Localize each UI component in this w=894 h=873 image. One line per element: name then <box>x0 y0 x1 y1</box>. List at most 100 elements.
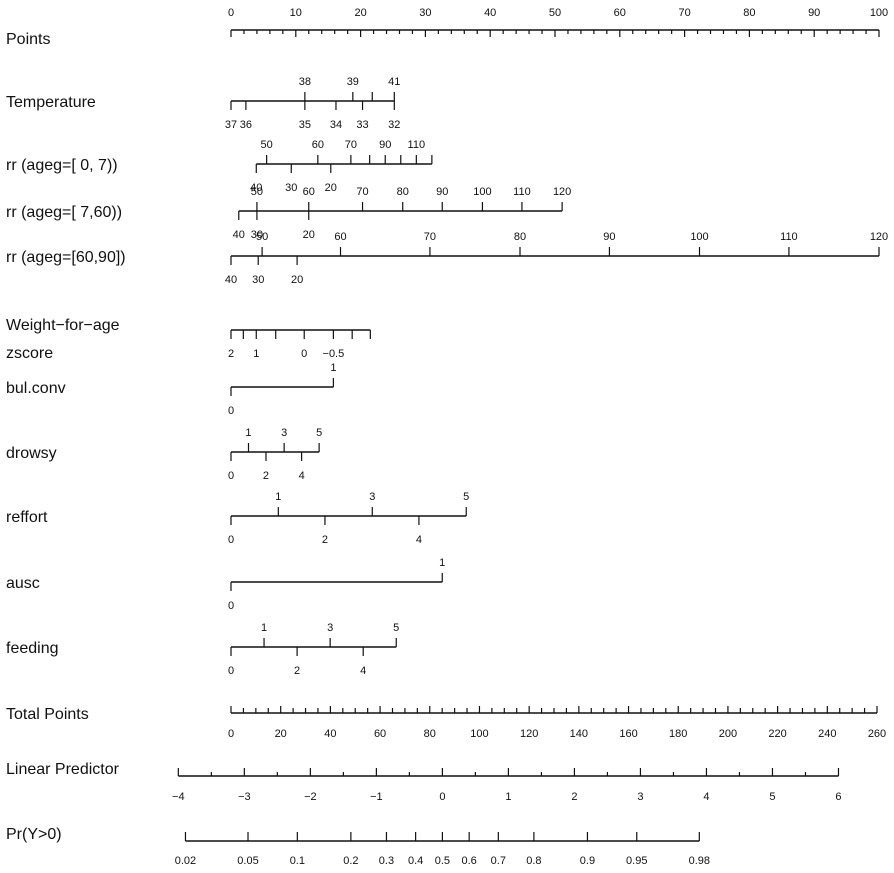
tick-label-rr_age_0_7: 70 <box>345 139 357 151</box>
tick-label-rr_age_60_90: 40 <box>225 274 237 286</box>
tick-label-rr_age_7_60: 40 <box>233 229 245 241</box>
tick-label-ausc: 0 <box>228 600 234 612</box>
points-tick-label: 30 <box>419 7 431 19</box>
tick-label-rr_age_0_7: 80 <box>377 139 389 151</box>
points-tick-label: 100 <box>870 7 888 19</box>
tick-label-rr_age_60_90: 80 <box>514 231 526 243</box>
row-label-ausc: ausc <box>6 575 40 592</box>
tick-label-weight_for_age: 1 <box>253 348 259 360</box>
total-points-tick-label: 160 <box>619 728 637 740</box>
tick-label-rr_age_60_90: 20 <box>291 274 303 286</box>
tick-label-temperature: 36 <box>240 119 252 131</box>
tick-label-rr_age_7_60: 20 <box>303 229 315 241</box>
total-points-tick-label: 0 <box>228 728 234 740</box>
tick-label-reffort: 1 <box>275 491 281 503</box>
tick-label-temperature: 41 <box>388 76 400 88</box>
tick-label-rr_age_0_7: 20 <box>325 182 337 194</box>
tick-label-temperature: 32 <box>388 119 400 131</box>
tick-label-weight_for_age: 0 <box>301 348 307 360</box>
tick-label-bul_conv: 0 <box>228 405 234 417</box>
tick-label-rr_age_7_60: 100 <box>473 186 491 198</box>
tick-label-feeding: 2 <box>294 665 300 677</box>
probability-tick-label: 0.95 <box>626 855 647 867</box>
tick-label-drowsy: 5 <box>316 427 322 439</box>
tick-label-reffort: 5 <box>463 491 469 503</box>
tick-label-rr_age_60_90: 30 <box>252 274 264 286</box>
row-label-bul_conv: bul.conv <box>6 380 66 397</box>
tick-label-reffort: 0 <box>228 534 234 546</box>
probability-tick-label: 0.6 <box>462 855 477 867</box>
points-tick-label: 50 <box>549 7 561 19</box>
tick-label-temperature: 38 <box>299 76 311 88</box>
probability-tick-label: 0.02 <box>175 855 196 867</box>
points-tick-label: 90 <box>808 7 820 19</box>
tick-label-feeding: 5 <box>393 622 399 634</box>
points-tick-label: 70 <box>678 7 690 19</box>
tick-label-rr_age_60_90: 100 <box>690 231 708 243</box>
total-points-tick-label: 140 <box>570 728 588 740</box>
linear-predictor-tick-label: −1 <box>370 791 383 803</box>
probability-tick-label: 0.3 <box>379 855 394 867</box>
probability-tick-label: 0.1 <box>290 855 305 867</box>
probability-tick-label: 0.05 <box>237 855 258 867</box>
tick-label-temperature: 34 <box>330 119 342 131</box>
tick-label-drowsy: 4 <box>299 470 305 482</box>
tick-label-rr_age_60_90: 70 <box>424 231 436 243</box>
tick-label-feeding: 3 <box>327 622 333 634</box>
tick-label-ausc: 1 <box>439 557 445 569</box>
tick-label-rr_age_0_7: 60 <box>312 139 324 151</box>
total-points-tick-label: 200 <box>719 728 737 740</box>
linear-predictor-tick-label: −2 <box>304 791 317 803</box>
linear-predictor-tick-label: −3 <box>238 791 251 803</box>
row-label-drowsy: drowsy <box>6 445 57 462</box>
points-tick-label: 0 <box>228 7 234 19</box>
probability-tick-label: 0.98 <box>689 855 710 867</box>
probability-tick-label: 0.2 <box>343 855 358 867</box>
row-label-temperature: Temperature <box>6 94 96 111</box>
tick-label-rr_age_7_60: 90 <box>436 186 448 198</box>
total-points-label: Total Points <box>6 706 89 723</box>
tick-label-rr_age_0_7: 30 <box>285 182 297 194</box>
linear-predictor-tick-label: −4 <box>172 791 185 803</box>
tick-label-rr_age_60_90: 110 <box>780 231 798 243</box>
tick-label-rr_age_60_90: 90 <box>603 231 615 243</box>
linear-predictor-tick-label: 3 <box>637 791 643 803</box>
tick-label-rr_age_7_60: 30 <box>251 229 263 241</box>
linear-predictor-tick-label: 0 <box>439 791 445 803</box>
points-tick-label: 60 <box>614 7 626 19</box>
tick-label-rr_age_0_7: 90 <box>379 139 391 151</box>
total-points-tick-label: 40 <box>324 728 336 740</box>
probability-tick-label: 0.9 <box>580 855 595 867</box>
points-tick-label: 10 <box>290 7 302 19</box>
tick-label-rr_age_7_60: 110 <box>513 186 531 198</box>
tick-label-rr_age_60_90: 120 <box>870 231 888 243</box>
linear-predictor-label: Linear Predictor <box>6 761 120 778</box>
tick-label-weight_for_age: 2 <box>228 348 234 360</box>
total-points-tick-label: 60 <box>374 728 386 740</box>
tick-label-bul_conv: 1 <box>330 362 336 374</box>
tick-label-temperature: 35 <box>299 119 311 131</box>
linear-predictor-tick-label: 5 <box>769 791 775 803</box>
total-points-tick-label: 260 <box>868 728 886 740</box>
total-points-tick-label: 220 <box>768 728 786 740</box>
tick-label-rr_age_0_7: 50 <box>261 139 273 151</box>
tick-label-feeding: 4 <box>360 665 366 677</box>
total-points-tick-label: 20 <box>275 728 287 740</box>
row-label-rr_age_0_7: rr (ageg=[ 0, 7)) <box>6 157 118 174</box>
probability-tick-label: 0.8 <box>526 855 541 867</box>
linear-predictor-tick-label: 6 <box>835 791 841 803</box>
probability-tick-label: 0.4 <box>408 855 423 867</box>
points-tick-label: 20 <box>354 7 366 19</box>
points-tick-label: 80 <box>743 7 755 19</box>
total-points-tick-label: 100 <box>470 728 488 740</box>
row-label-rr_age_60_90: rr (ageg=[60,90]) <box>6 249 126 266</box>
tick-label-rr_age_7_60: 70 <box>356 186 368 198</box>
tick-label-temperature: 39 <box>347 76 359 88</box>
tick-label-rr_age_60_90: 50 <box>256 231 268 243</box>
tick-label-temperature: 33 <box>356 119 368 131</box>
linear-predictor-tick-label: 1 <box>505 791 511 803</box>
tick-label-feeding: 0 <box>228 665 234 677</box>
tick-label-reffort: 3 <box>369 491 375 503</box>
total-points-tick-label: 120 <box>520 728 538 740</box>
tick-label-drowsy: 1 <box>245 427 251 439</box>
